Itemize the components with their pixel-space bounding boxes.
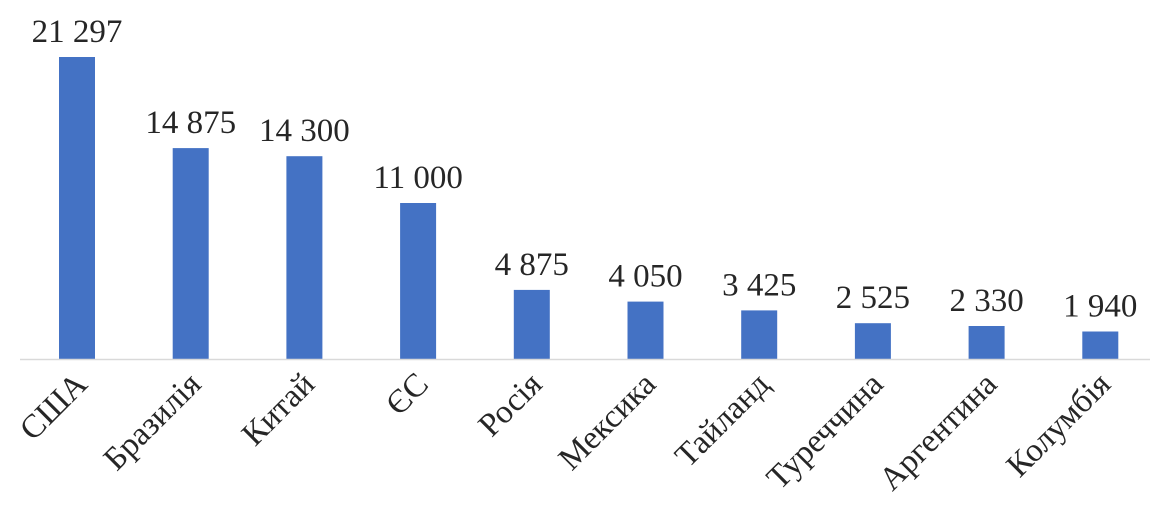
category-label: США: [13, 366, 95, 448]
bar-4: [400, 203, 437, 359]
value-labels-layer: 21 297 14 875 14 300 11 000 4 875 4 050 3 425 2…: [32, 14, 1138, 325]
bar-8: [854, 323, 891, 359]
category-label: Аргентина: [873, 366, 1005, 498]
category-label: Тайланд: [669, 366, 777, 474]
value-label: 3 425: [722, 267, 796, 303]
value-label: 1 940: [1063, 289, 1137, 325]
value-label: 11 000: [373, 160, 463, 196]
category-label: Китай: [235, 366, 322, 453]
category-label: ЄС: [379, 366, 435, 422]
bar-5: [513, 289, 550, 359]
bars-layer: [59, 57, 1119, 359]
category-label: Росія: [472, 366, 550, 444]
value-label: 4 050: [608, 259, 682, 295]
bar-10: [1082, 331, 1119, 359]
category-label: Туреччина: [760, 366, 891, 497]
bar-3: [286, 156, 323, 359]
value-label: 14 300: [259, 113, 350, 149]
value-label: 21 297: [32, 14, 123, 50]
value-label: 14 875: [145, 105, 236, 141]
category-labels-layer: США Бразилія Китай ЄС Росія Мексика ТайландТур…: [13, 366, 1118, 498]
bar-9: [968, 326, 1005, 359]
bar-1: [59, 57, 95, 359]
bar-7: [741, 310, 778, 359]
value-label: 2 330: [949, 283, 1023, 319]
category-label: Колумбія: [1000, 366, 1118, 484]
category-label: Бразилія: [97, 366, 208, 477]
bar-2: [172, 148, 209, 359]
bar-6: [627, 301, 664, 359]
value-label: 4 875: [495, 247, 569, 283]
value-label: 2 525: [836, 280, 910, 316]
category-label: Мексика: [552, 366, 663, 477]
